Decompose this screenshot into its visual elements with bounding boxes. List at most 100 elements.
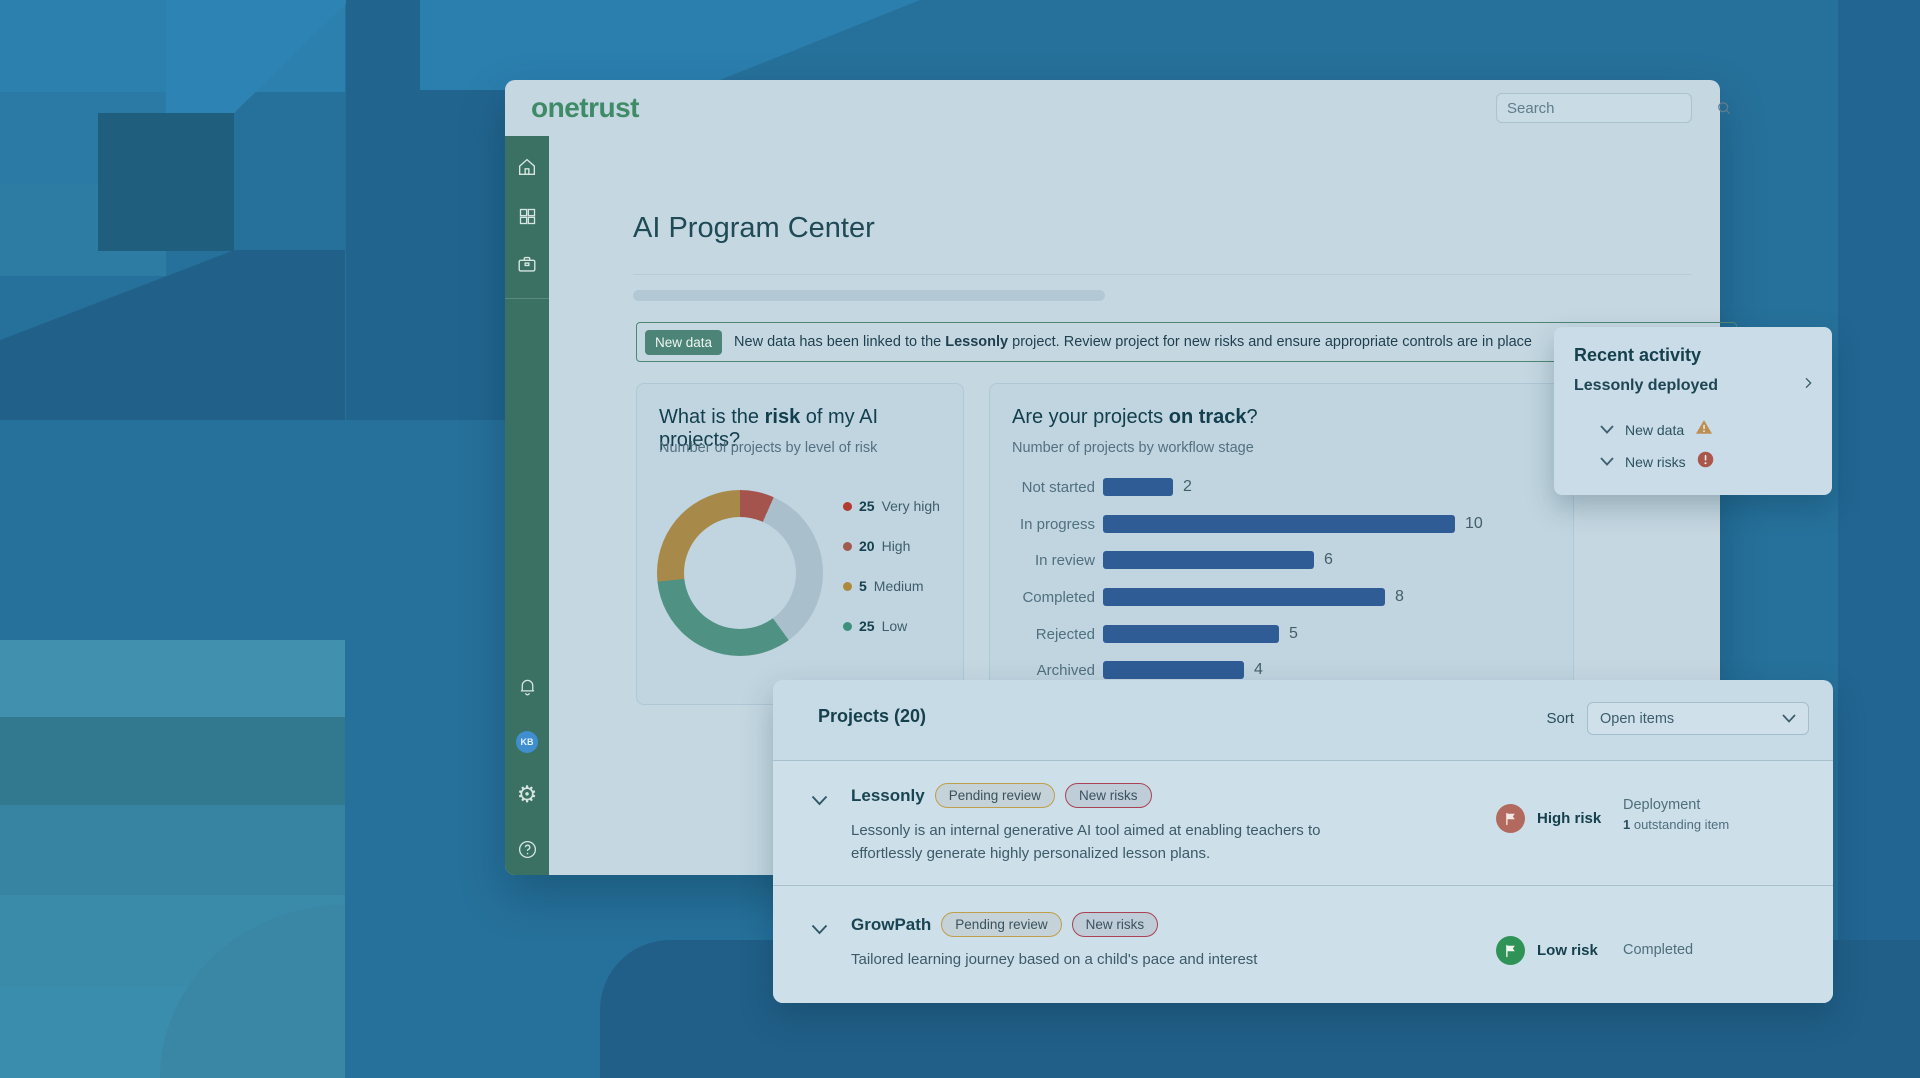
- warning-triangle-icon: [1695, 419, 1713, 440]
- bar: [1103, 551, 1314, 569]
- sort-selected-value: Open items: [1600, 710, 1675, 727]
- activity-item-new-risks[interactable]: New risks: [1600, 451, 1714, 473]
- bg-shape: [0, 717, 345, 805]
- risk-donut-chart: [657, 490, 823, 656]
- main-content: AI Program Center New data New data has …: [549, 136, 1737, 875]
- home-icon: [516, 156, 538, 183]
- sort-dropdown[interactable]: Open items: [1587, 702, 1809, 735]
- sidebar-item-help[interactable]: [505, 839, 549, 865]
- sidebar-item-settings[interactable]: ⚙: [505, 781, 549, 807]
- avatar: KB: [516, 731, 538, 753]
- flag-icon: [1496, 804, 1525, 833]
- project-status: Deployment 1 outstanding item: [1623, 797, 1730, 832]
- bg-shape: [98, 113, 234, 251]
- workflow-card: Are your projects on track? Number of pr…: [989, 383, 1574, 705]
- chevron-down-icon: [1600, 453, 1614, 471]
- bar: [1103, 478, 1173, 496]
- page-title: AI Program Center: [633, 212, 875, 244]
- bar-row: Rejected 5: [1035, 625, 1298, 643]
- risk-card-subtitle: Number of projects by level of risk: [659, 440, 878, 456]
- activity-item-new-data[interactable]: New data: [1600, 419, 1713, 440]
- sort-control: Sort Open items: [1546, 702, 1809, 735]
- bar: [1103, 515, 1455, 533]
- chevron-down-icon: [1600, 421, 1614, 439]
- project-name: GrowPath: [851, 914, 932, 934]
- risk-indicator: High risk: [1496, 804, 1601, 833]
- sort-label: Sort: [1546, 710, 1574, 727]
- sidebar-item-account[interactable]: KB: [505, 731, 549, 753]
- project-status: Completed: [1623, 942, 1694, 958]
- legend-item: 25 Low: [843, 616, 940, 636]
- new-risks-pill: New risks: [1065, 783, 1152, 808]
- row-divider: [773, 760, 1833, 761]
- bar-row: Completed 8: [1022, 588, 1404, 606]
- projects-panel: Projects (20) Sort Open items Lessonly P…: [773, 680, 1833, 1003]
- expand-chevron-icon[interactable]: [811, 922, 828, 940]
- app-window: onetrust: [505, 80, 1737, 875]
- bg-shape: [0, 640, 345, 717]
- bar-row: Archived 4: [1036, 661, 1263, 679]
- alert-circle-icon: [1697, 451, 1714, 473]
- help-icon: [517, 839, 538, 865]
- legend-dot: [843, 541, 852, 551]
- project-description: Lessonly is an internal generative AI to…: [851, 822, 1321, 862]
- projects-title: Projects (20): [818, 706, 927, 726]
- legend-item: 25 Very high: [843, 496, 940, 516]
- bg-shape: [1838, 0, 1920, 1078]
- sidebar-divider: [505, 298, 549, 299]
- bg-shape: [420, 0, 920, 90]
- risk-legend: 25 Very high 20 High 5 Medium: [843, 496, 940, 656]
- new-data-badge: New data: [645, 329, 723, 355]
- pending-review-pill: Pending review: [934, 783, 1056, 808]
- sidebar-item-projects[interactable]: [505, 253, 549, 280]
- top-bar: onetrust: [505, 80, 1731, 136]
- row-divider: [773, 885, 1833, 886]
- workflow-card-subtitle: Number of projects by workflow stage: [1012, 440, 1254, 456]
- legend-dot: [843, 621, 852, 631]
- bar-row: Not started 2: [1021, 478, 1192, 496]
- risk-level-label: High risk: [1537, 810, 1602, 827]
- title-divider: [633, 274, 1692, 275]
- risk-level-label: Low risk: [1537, 942, 1598, 959]
- loading-placeholder-bar: [633, 290, 1105, 301]
- apps-grid-icon: [517, 206, 538, 232]
- bar-row: In progress 10: [1019, 515, 1483, 533]
- recent-activity-panel: Recent activity Lessonly deployed New da…: [1554, 327, 1832, 495]
- chevron-right-icon[interactable]: [1800, 375, 1816, 396]
- legend-item: 20 High: [843, 536, 940, 556]
- bar: [1103, 588, 1385, 606]
- bg-shape: [0, 805, 345, 895]
- recent-activity-title: Recent activity: [1574, 345, 1702, 365]
- legend-dot: [843, 581, 852, 591]
- briefcase-icon: [516, 253, 538, 280]
- bar: [1103, 661, 1244, 679]
- banner-message: New data has been linked to the Lessonly…: [734, 334, 1532, 350]
- gear-icon: ⚙: [516, 781, 538, 807]
- pending-review-pill: Pending review: [941, 912, 1062, 937]
- new-risks-pill: New risks: [1071, 912, 1159, 937]
- bar: [1103, 625, 1279, 643]
- search-input[interactable]: [1497, 99, 1716, 117]
- expand-chevron-icon[interactable]: [811, 793, 828, 811]
- search-box[interactable]: [1496, 93, 1731, 123]
- risk-card-title: What is the risk of my AI projects?: [659, 406, 879, 451]
- bell-icon: [517, 676, 538, 702]
- flag-icon: [1496, 936, 1525, 965]
- project-row-growpath[interactable]: GrowPath Pending review New risks Tailor…: [773, 886, 1833, 1003]
- risk-card: What is the risk of my AI projects? Numb…: [636, 383, 964, 705]
- search-icon: [1716, 100, 1732, 116]
- sidebar-nav: KB ⚙: [505, 136, 549, 875]
- project-row-lessonly[interactable]: Lessonly Pending review New risks Lesson…: [773, 761, 1833, 885]
- risk-indicator: Low risk: [1496, 936, 1598, 965]
- sidebar-item-home[interactable]: [505, 156, 549, 183]
- bar-row: In review 6: [1034, 551, 1333, 569]
- sidebar-item-apps[interactable]: [505, 206, 549, 232]
- sidebar-item-notifications[interactable]: [505, 676, 549, 702]
- onetrust-logo: onetrust: [531, 92, 640, 123]
- chevron-down-icon: [1782, 714, 1796, 723]
- recent-activity-headline: Lessonly deployed: [1574, 377, 1719, 394]
- workflow-card-title: Are your projects on track?: [1012, 406, 1258, 428]
- legend-dot: [843, 501, 852, 511]
- project-description: Tailored learning journey based on a chi…: [851, 951, 1258, 968]
